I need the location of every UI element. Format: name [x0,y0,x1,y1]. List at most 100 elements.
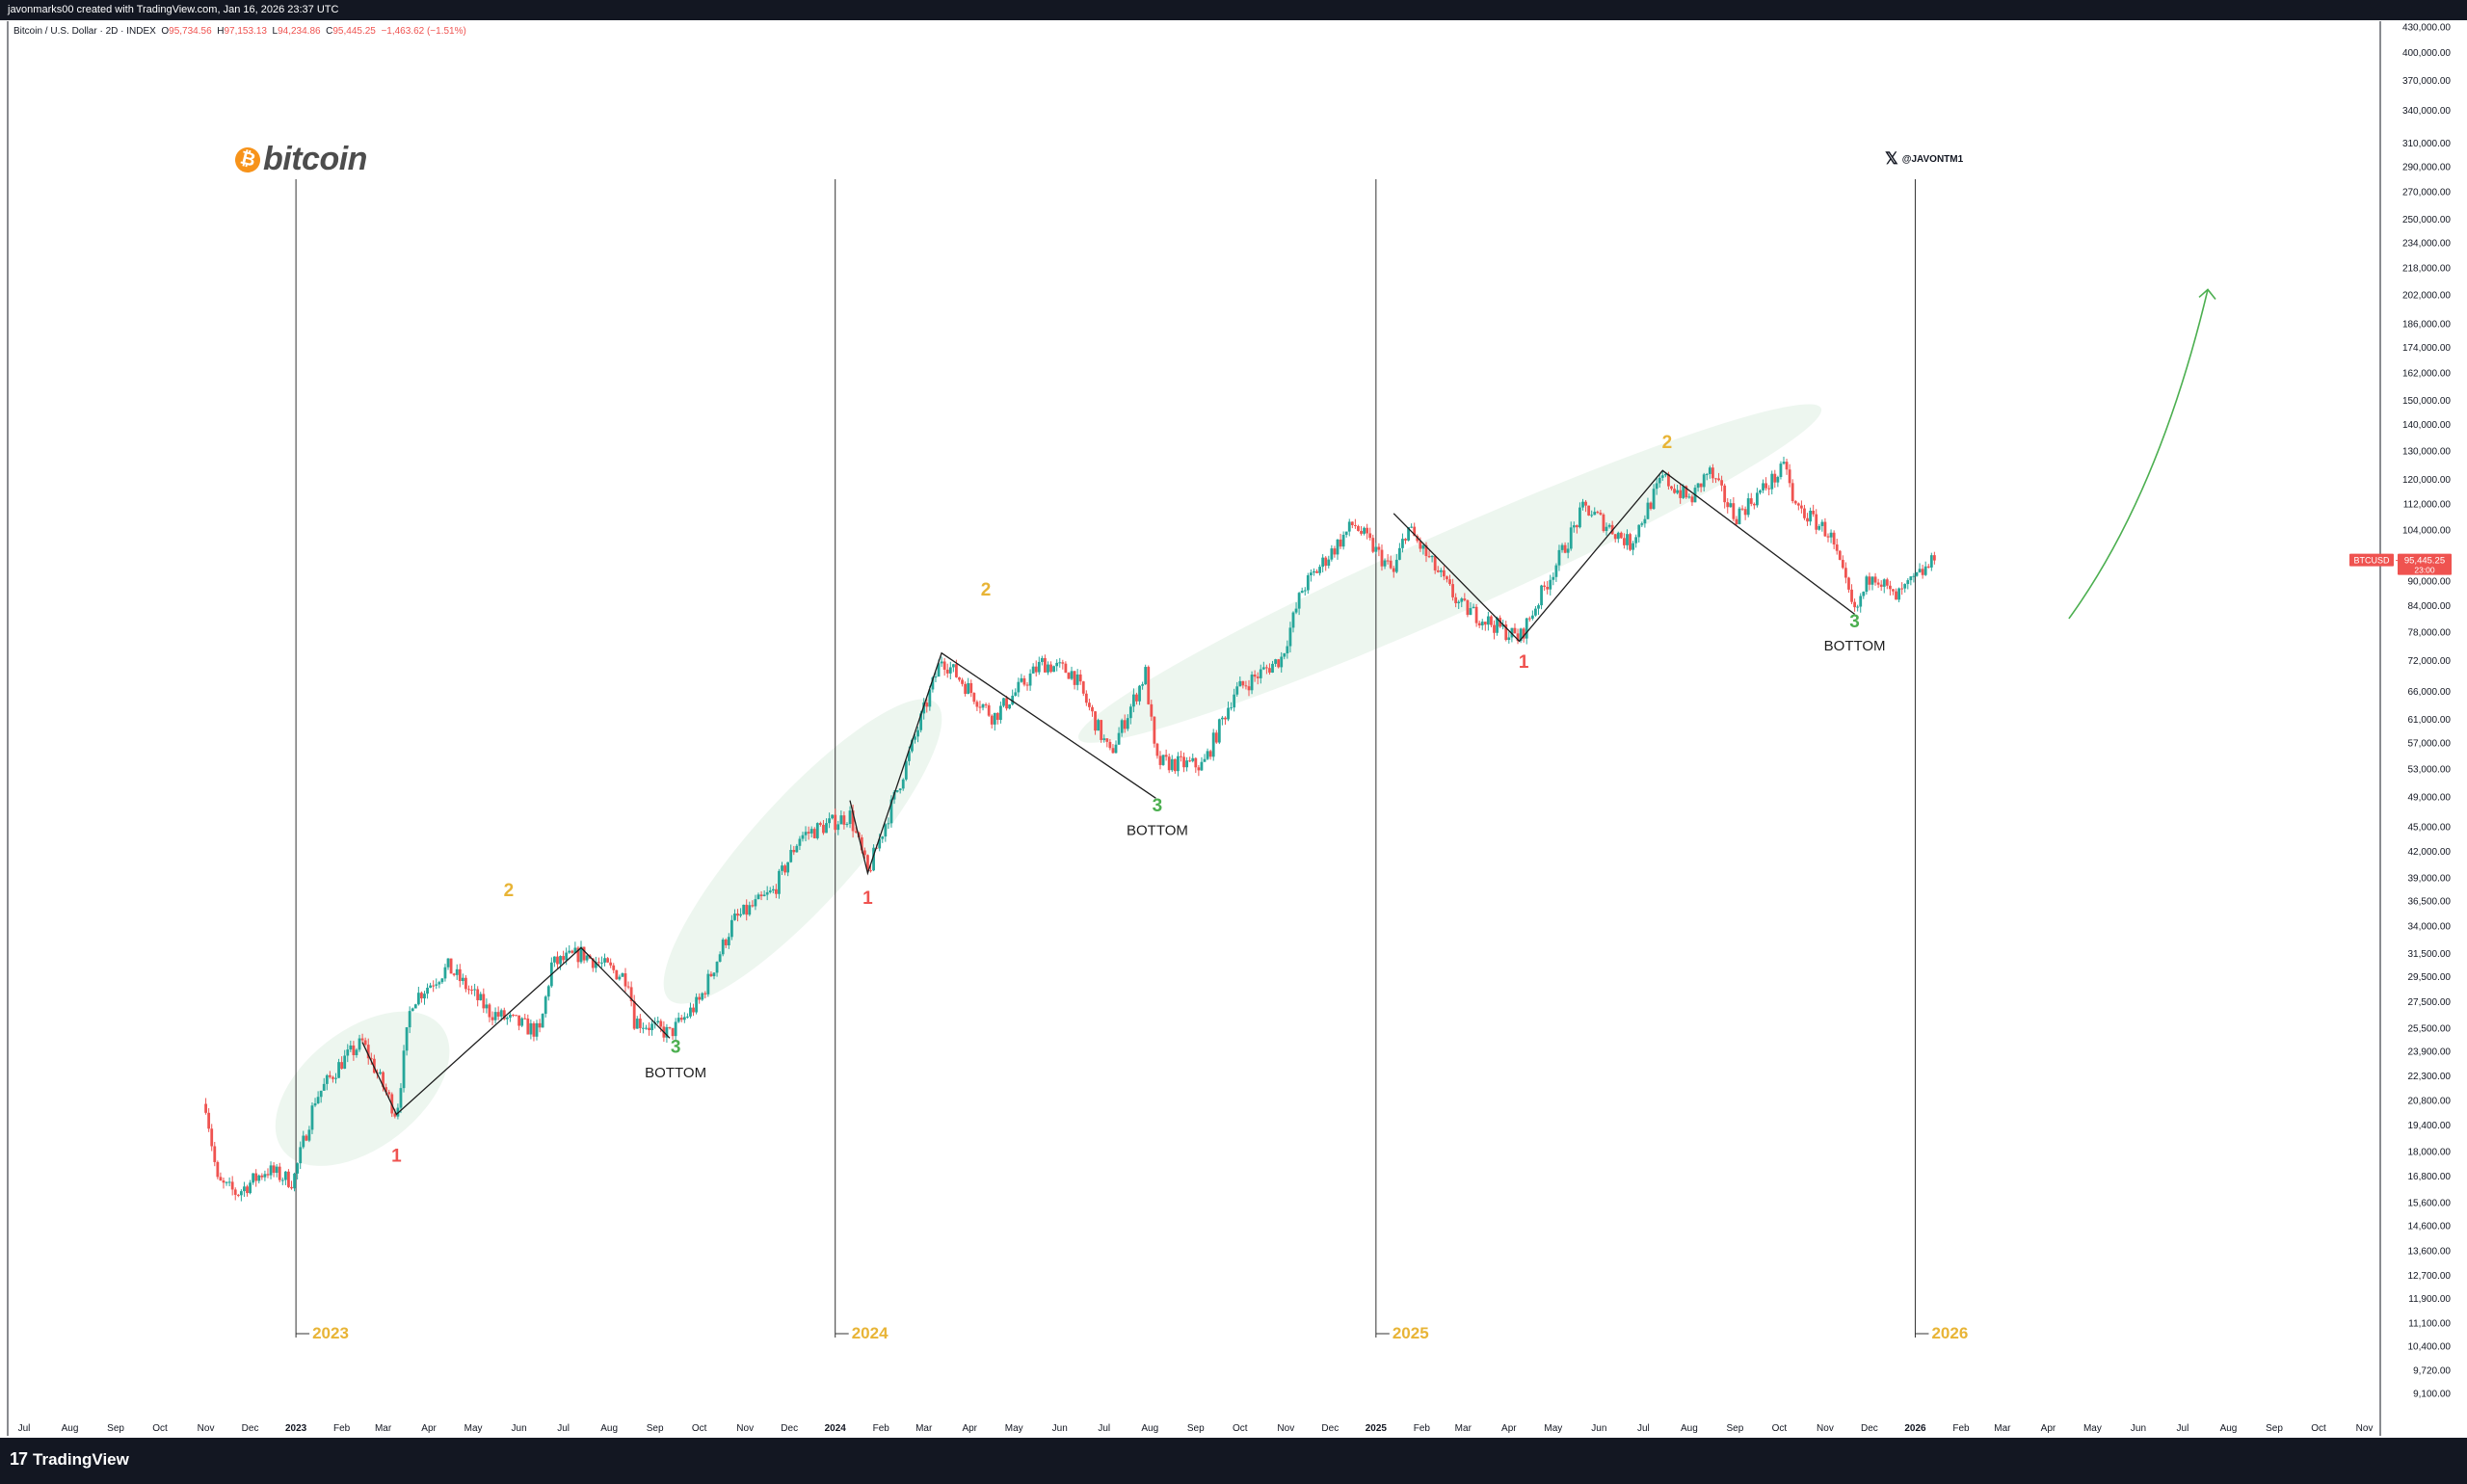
candle-body [606,958,610,963]
candle-body [1799,505,1803,509]
candle-body [1776,476,1780,483]
candle-body [1011,695,1015,705]
candle-body [1522,628,1525,639]
time-tick-label: Aug [2220,1423,2238,1434]
candle-body [426,987,429,994]
candle-body [1472,606,1475,609]
candle-body [520,1018,524,1026]
candle-body [385,1087,388,1093]
candle-body [792,849,796,853]
high-value: 97,153.13 [224,26,267,37]
symbol-name[interactable]: Bitcoin / U.S. Dollar · 2D · INDEX [13,26,156,37]
candle-body [1177,755,1180,772]
candle-body [1155,743,1159,756]
tradingview-logo[interactable]: 17 TradingView [10,1449,129,1470]
time-tick-label: Oct [1772,1423,1788,1434]
candle-body [1073,671,1076,685]
candle-body [562,956,566,961]
time-tick-label: Jul [557,1423,570,1434]
candle-body [340,1062,344,1070]
candle-body [1058,662,1062,664]
candle-body [1892,589,1895,592]
candle-body [1283,653,1287,657]
symbol-legend[interactable]: Bitcoin / U.S. Dollar · 2D · INDEX O95,7… [13,26,466,37]
candle-body [922,702,926,714]
candle-body [1078,674,1082,682]
time-tick-label: 2023 [285,1423,307,1434]
candle-body [727,937,730,946]
candle-body [493,1012,497,1020]
price-axis[interactable]: 430,000.00 400,000.00 370,000.00 340,000.00… [2402,23,2451,1400]
time-tick-label: Apr [2041,1423,2056,1434]
candle-body [432,985,436,987]
candle-body [733,914,736,920]
candle-body [638,1019,642,1028]
candle-body [1194,757,1198,768]
price-tick-label: 49,000.00 [2408,792,2452,803]
time-tick-label: Dec [1321,1423,1339,1434]
candle-body [1915,571,1919,576]
candle-body [1330,548,1334,560]
time-tick-label: Jul [2177,1423,2189,1434]
price-tick-label: 13,600.00 [2408,1247,2452,1258]
candle-body [978,706,982,708]
candle-body [1613,534,1617,540]
candle-body [834,814,837,831]
candle-body [225,1181,228,1183]
candle-body [1616,532,1620,540]
candle-body [1374,546,1378,552]
price-tick-label: 45,000.00 [2408,823,2452,834]
high-label: H [217,26,225,37]
time-tick-label: Dec [242,1423,259,1434]
candle-body [1572,525,1576,528]
time-axis[interactable]: Jul Aug Sep Oct Nov Dec 2023 Feb Mar Apr May Jun Jul… [18,1423,2374,1434]
candle-body [1158,755,1162,765]
candle-body [1584,501,1587,506]
candle-body [679,1018,683,1020]
candle-body [1380,549,1384,567]
candle-body [975,702,979,707]
time-tick-label: Apr [421,1423,437,1434]
time-tick-label: Sep [1187,1423,1205,1434]
candle-body [1646,502,1650,519]
candle-body [387,1092,391,1095]
candle-body [413,1004,417,1009]
candle-body [1853,601,1856,608]
candle-body [296,1163,300,1174]
time-tick-label: Dec [1861,1423,1878,1434]
wave-label-caption: BOTTOM [1824,638,1886,654]
bitcoin-logo: ₿ bitcoin [232,141,367,178]
price-tick-label: 72,000.00 [2408,656,2452,667]
candle-body [1061,662,1065,664]
candle-body [1327,559,1331,567]
candle-body [778,870,781,894]
candle-body [931,677,935,690]
candle-body [1377,546,1381,550]
candle-body [1652,489,1656,510]
candle-body [961,679,964,684]
time-tick-label: Jun [1052,1423,1068,1434]
candle-body [762,894,766,896]
price-tick-label: 290,000.00 [2402,162,2451,172]
candle-body [1882,579,1886,587]
candle-body [916,729,919,737]
time-tick-label: Jun [512,1423,527,1434]
price-tick-label: 370,000.00 [2402,76,2451,87]
candle-body [260,1175,264,1178]
time-tick-label: May [1544,1423,1562,1434]
candle-body [754,899,757,907]
candle-body [866,855,869,871]
candle-body [210,1128,214,1147]
candle-body [795,845,799,853]
candle-body [1227,707,1230,720]
price-tick-label: 400,000.00 [2402,48,2451,59]
candle-body [887,823,890,825]
price-tick-label: 53,000.00 [2408,764,2452,775]
candle-body [546,986,550,997]
candle-body [1117,732,1121,745]
candle-body [845,824,849,826]
candle-body [1341,534,1345,547]
candle-body [1268,668,1271,673]
price-tick-label: 14,600.00 [2408,1222,2452,1232]
